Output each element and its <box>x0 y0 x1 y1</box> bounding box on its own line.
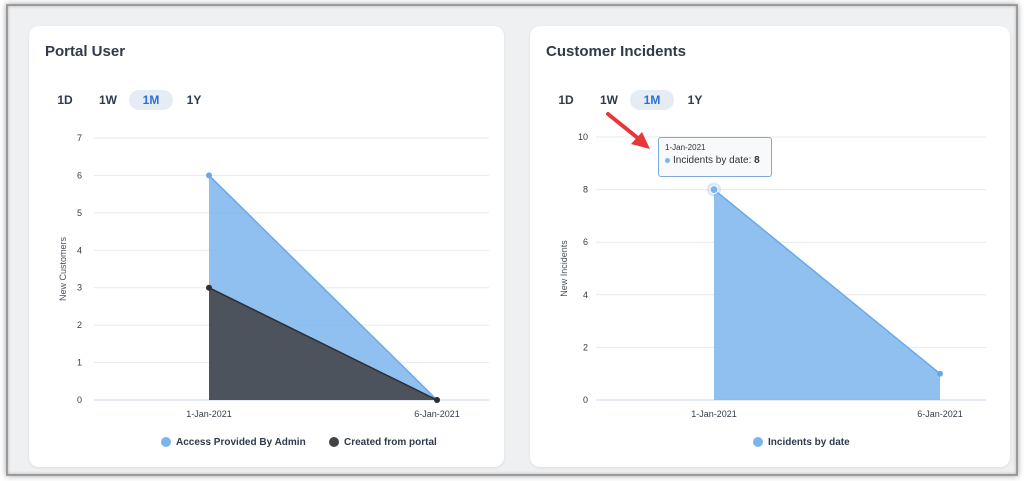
tooltip-date: 1-Jan-2021 <box>665 143 706 152</box>
tab-1w[interactable]: 1W <box>600 93 618 107</box>
y-tick-label: 4 <box>583 290 588 300</box>
series-line <box>208 174 438 401</box>
series-dot-icon <box>665 157 670 163</box>
customer-incidents-card: Customer Incidents 1D 1W 1M 1Y 0 2 4 6 8 10 Ne… <box>530 26 1010 467</box>
series-line <box>208 287 438 401</box>
y-tick-label: 1 <box>77 358 82 368</box>
legend-label: Incidents by date <box>768 437 850 448</box>
y-axis-title: New Incidents <box>559 240 569 297</box>
y-tick-label: 6 <box>583 237 588 247</box>
series-line <box>713 189 941 375</box>
data-point <box>206 284 212 291</box>
y-tick-label: 0 <box>77 395 82 405</box>
x-tick-label: 6-Jan-2021 <box>917 409 963 419</box>
y-tick-label: 0 <box>583 395 588 405</box>
legend-label: Access Provided By Admin <box>176 437 306 448</box>
pointer-arrow-head <box>631 132 650 149</box>
y-tick-label: 6 <box>77 170 82 180</box>
tab-1y[interactable]: 1Y <box>687 93 703 107</box>
portal-user-chart: 0 1 2 3 4 5 6 7 New Customers 1-Jan-2021 6-Jan-202… <box>58 133 489 448</box>
screenshot-frame: Portal User 1D 1W 1M 1Y 0 1 2 3 4 5 6 7 New Cust… <box>6 4 1018 476</box>
y-tick-label: 2 <box>583 342 588 352</box>
x-tick-label: 1-Jan-2021 <box>186 409 232 419</box>
card-title: Portal User <box>45 43 126 60</box>
x-tick-label: 6-Jan-2021 <box>414 409 460 419</box>
card-title: Customer Incidents <box>546 43 687 60</box>
y-tick-label: 7 <box>77 133 82 143</box>
data-point <box>709 185 719 195</box>
legend-marker <box>161 437 171 447</box>
portal-user-card: Portal User 1D 1W 1M 1Y 0 1 2 3 4 5 6 7 New Cust… <box>29 26 504 467</box>
y-tick-label: 5 <box>77 208 82 218</box>
tooltip-row: Incidents by date: 8 <box>665 155 765 166</box>
y-tick-label: 4 <box>77 245 82 255</box>
tooltip-value: 8 <box>754 155 760 166</box>
tooltip-label: Incidents by date: <box>673 155 752 166</box>
tab-1m[interactable]: 1M <box>129 90 173 110</box>
tab-1d[interactable]: 1D <box>558 93 574 107</box>
legend-label: Created from portal <box>344 437 437 448</box>
tab-1m[interactable]: 1M <box>630 90 674 110</box>
chart-tooltip: 1-Jan-2021 Incidents by date: 8 <box>658 137 772 177</box>
y-axis-title: New Customers <box>58 236 68 301</box>
tab-1w[interactable]: 1W <box>99 93 117 107</box>
pointer-arrow <box>606 112 641 141</box>
data-point <box>434 397 440 403</box>
legend-marker <box>753 437 763 447</box>
data-point <box>937 370 943 377</box>
series-area <box>714 189 940 400</box>
legend-marker <box>329 437 339 447</box>
y-tick-label: 3 <box>77 283 82 293</box>
customer-incidents-chart: 0 2 4 6 8 10 New Incidents 1-Jan-2021 6-Jan-2021… <box>559 112 986 448</box>
tab-1y[interactable]: 1Y <box>186 93 202 107</box>
x-tick-label: 1-Jan-2021 <box>691 409 737 419</box>
y-tick-label: 2 <box>77 320 82 330</box>
y-tick-label: 8 <box>583 185 588 195</box>
tab-1d[interactable]: 1D <box>57 93 73 107</box>
y-tick-label: 10 <box>578 132 588 142</box>
data-point <box>206 172 212 179</box>
